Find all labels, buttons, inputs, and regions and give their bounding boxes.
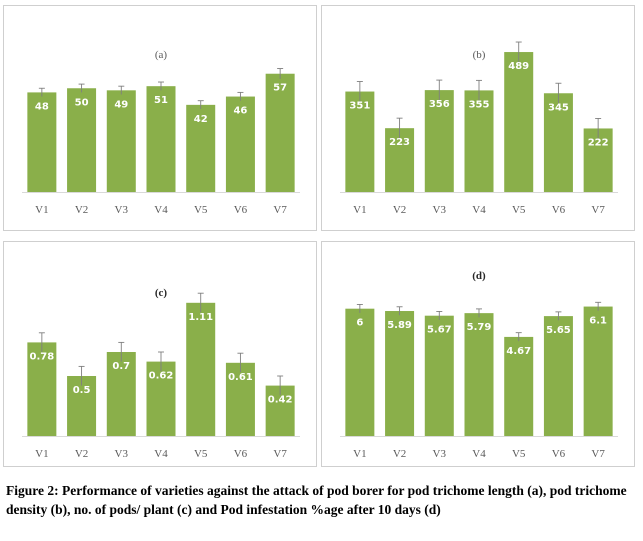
chart-d-bar [345,308,375,436]
chart-b-data-label: 489 [508,61,529,72]
chart-c-data-label: 0.61 [228,372,253,383]
chart-b-bar [543,93,573,192]
chart-c-data-label: 0.5 [73,385,91,396]
chart-c-tick-label: V5 [194,448,208,460]
chart-b-tick-label: V1 [353,204,366,216]
chart-c-data-label: 0.42 [268,395,293,406]
chart-a-bar [106,90,136,192]
chart-a-bar [225,96,255,192]
chart-b-tick-label: V3 [433,204,447,216]
chart-a-bar [186,104,216,192]
chart-d-data-label: 6 [356,318,363,329]
chart-b-bar [464,90,494,192]
chart-c-title: (c) [155,287,168,299]
chart-b-tick-label: V7 [591,204,605,216]
chart-d-tick-label: V5 [512,448,526,460]
chart-c-bar [186,302,216,436]
chart-b-svg: (b) 351 V1 223 V2 356 V3 355 V4 489 V5 345 V6 222 V7 [340,41,618,216]
chart-b-data-label: 356 [429,99,450,110]
chart-c-tick-label: V4 [154,448,168,460]
chart-c-data-label: 0.78 [30,351,55,362]
chart-b-tick-label: V2 [393,204,406,216]
chart-c-tick-label: V7 [273,448,287,460]
chart-a-title: (a) [155,49,168,61]
chart-c-bar [27,342,57,436]
chart-a-tick-label: V1 [35,204,48,216]
chart-b-bar [504,52,534,192]
chart-b-tick-label: V5 [512,204,526,216]
chart-d-bar [464,313,494,436]
chart-c-data-label: 1.11 [188,312,213,323]
chart-a-tick-label: V7 [273,204,287,216]
chart-a-bar [265,73,295,192]
chart-b-title: (b) [473,49,486,61]
chart-a-svg: (a) 48 V1 50 V2 49 V3 51 V4 42 V5 46 V6 57 V7 [22,49,300,216]
chart-c-bar [106,352,136,436]
chart-d-data-label: 5.67 [427,325,452,336]
chart-d-bar [583,306,613,436]
chart-d-tick-label: V3 [433,448,447,460]
chart-c-tick-label: V6 [234,448,248,460]
chart-b-data-label: 355 [469,99,490,110]
chart-a-tick-label: V5 [194,204,208,216]
chart-a-data-label: 48 [35,101,49,112]
chart-panel-c: (c) 0.78 V1 0.5 V2 0.7 V3 0.62 V4 1.11 V5 0.61 V6 0.4… [3,241,317,467]
chart-d-data-label: 5.79 [467,322,492,333]
chart-a-data-label: 57 [273,83,287,94]
chart-a-bar [146,86,176,192]
chart-a-bar [67,88,97,192]
chart-c-svg: (c) 0.78 V1 0.5 V2 0.7 V3 0.62 V4 1.11 V5 0.61 V6 0.4… [22,287,300,460]
chart-c-bar [67,376,97,436]
chart-a-bar [27,92,57,192]
chart-c-tick-label: V2 [75,448,88,460]
chart-panel-d: (d) 6 V1 5.89 V2 5.67 V3 5.79 V4 4.67 V5 5.65 V6 6.1 V… [321,241,635,467]
chart-a-tick-label: V2 [75,204,88,216]
chart-b-tick-label: V6 [552,204,566,216]
chart-c-data-label: 0.62 [149,371,174,382]
chart-d-tick-label: V6 [552,448,566,460]
chart-b-data-label: 351 [349,101,370,112]
chart-b-data-label: 223 [389,137,410,148]
chart-b-tick-label: V4 [472,204,486,216]
chart-b-bar [583,128,613,192]
chart-d-data-label: 6.1 [589,316,607,327]
chart-c-tick-label: V3 [115,448,129,460]
chart-d-tick-label: V7 [591,448,605,460]
chart-d-tick-label: V4 [472,448,486,460]
chart-b-data-label: 222 [588,137,609,148]
figure-caption: Figure 2: Performance of varieties again… [6,483,627,517]
chart-d-tick-label: V2 [393,448,406,460]
chart-panel-b: (b) 351 V1 223 V2 356 V3 355 V4 489 V5 345 V6 222 V7 [321,5,635,231]
chart-b-bar [424,90,454,192]
chart-d-data-label: 5.89 [387,320,412,331]
chart-b-bar [345,91,375,192]
chart-d-bar [504,336,534,436]
chart-b-data-label: 345 [548,102,569,113]
chart-d-bar [385,311,415,436]
chart-c-data-label: 0.7 [112,361,130,372]
chart-c-bar [225,362,255,436]
chart-a-data-label: 49 [114,99,128,110]
chart-a-data-label: 51 [154,95,168,106]
chart-a-data-label: 46 [233,106,247,117]
chart-d-bar [543,316,573,436]
chart-d-data-label: 5.65 [546,325,571,336]
chart-b-bar [385,128,415,192]
chart-d-bar [424,315,454,436]
chart-c-tick-label: V1 [35,448,48,460]
chart-c-bar [146,361,176,436]
chart-d-title: (d) [472,270,486,282]
chart-d-svg: (d) 6 V1 5.89 V2 5.67 V3 5.79 V4 4.67 V5 5.65 V6 6.1 V… [340,270,618,460]
chart-a-tick-label: V4 [154,204,168,216]
chart-a-tick-label: V6 [234,204,248,216]
chart-a-data-label: 42 [194,114,208,125]
chart-a-data-label: 50 [75,97,89,108]
chart-panel-a: (a) 48 V1 50 V2 49 V3 51 V4 42 V5 46 V6 57 V7 [3,5,317,231]
chart-d-data-label: 4.67 [506,346,531,357]
chart-d-tick-label: V1 [353,448,366,460]
chart-a-tick-label: V3 [115,204,129,216]
